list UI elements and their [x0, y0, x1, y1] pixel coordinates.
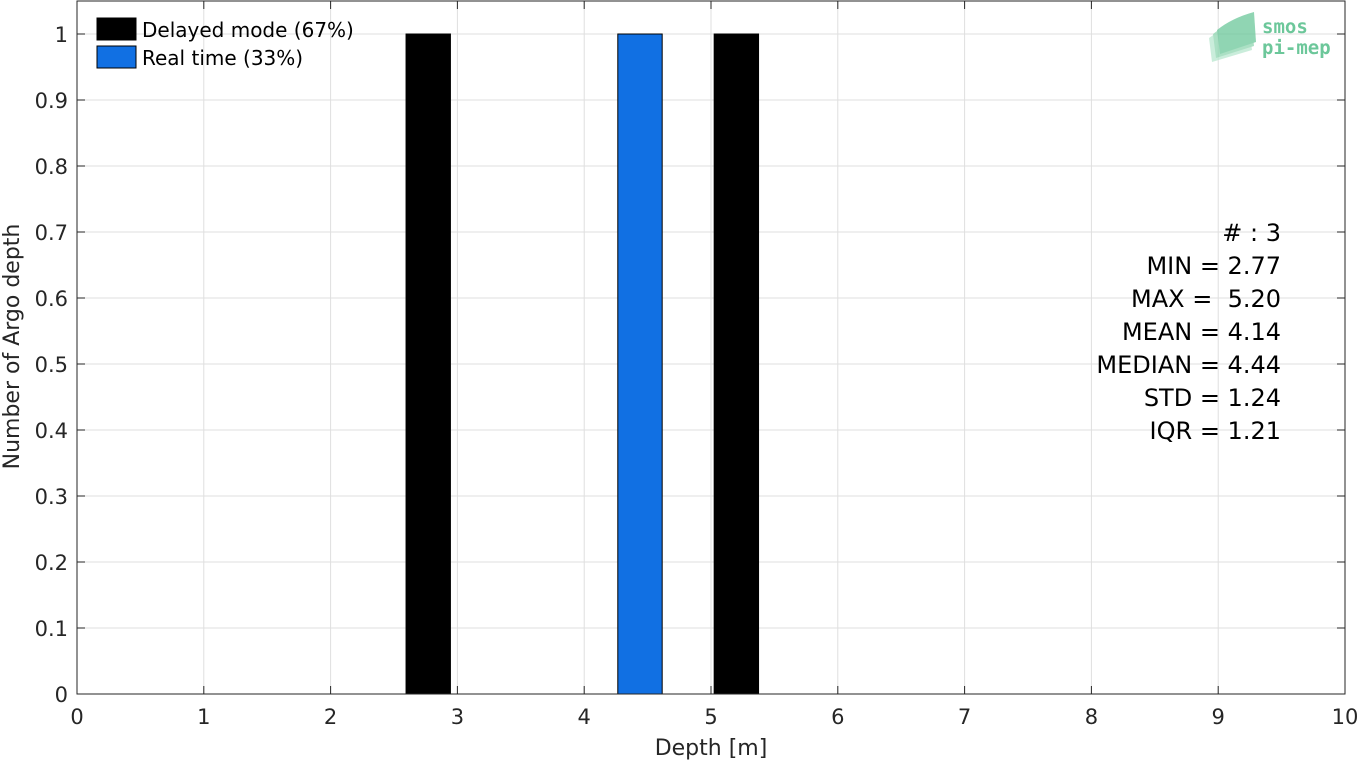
- smos-pimep-logo: smos pi-mep: [1209, 12, 1331, 62]
- x-tick-label: 5: [704, 705, 717, 729]
- x-tick-label: 3: [451, 705, 464, 729]
- y-axis-title: Number of Argo depth: [0, 224, 25, 470]
- stat-line: MEDIAN = 4.44: [1096, 351, 1281, 379]
- logo-line-1: smos: [1262, 16, 1308, 38]
- x-tick-label: 8: [1085, 705, 1098, 729]
- y-tick-label: 0.1: [35, 617, 68, 641]
- x-tick-label: 0: [70, 705, 83, 729]
- y-tick-label: 1: [55, 23, 68, 47]
- y-tick-label: 0.3: [35, 485, 68, 509]
- statistics-annotation: # : 3 MIN = 2.77 MAX = 5.20 MEAN = 4.14 MEDI…: [1096, 219, 1281, 445]
- logo-mark-icon: [1209, 12, 1256, 62]
- y-tick-label: 0: [55, 683, 68, 707]
- legend-swatch: [96, 17, 137, 41]
- legend-swatch: [96, 45, 137, 69]
- x-axis-title: Depth [m]: [655, 736, 768, 761]
- bar-delayed-mode: [405, 33, 451, 695]
- x-tick-label: 9: [1212, 705, 1225, 729]
- stat-line: MAX = 5.20: [1131, 285, 1281, 313]
- y-tick-label: 0.2: [35, 551, 68, 575]
- stat-line: STD = 1.24: [1144, 384, 1281, 412]
- stat-line: MIN = 2.77: [1146, 252, 1281, 280]
- x-tick-label: 7: [958, 705, 971, 729]
- y-tick-label: 0.4: [35, 419, 68, 443]
- x-tick-label: 6: [831, 705, 844, 729]
- stat-line: # : 3: [1222, 219, 1281, 247]
- y-tick-labels: 0 0.1 0.2 0.3 0.4 0.5 0.6 0.7 0.8 0.9 1: [35, 23, 68, 707]
- x-tick-label: 1: [197, 705, 210, 729]
- y-tick-label: 0.5: [35, 353, 68, 377]
- y-tick-label: 0.8: [35, 155, 68, 179]
- x-tick-label: 10: [1332, 705, 1359, 729]
- legend-label: Real time (33%): [142, 46, 303, 70]
- axis-ticks: [76, 1, 1346, 695]
- x-tick-label: 4: [578, 705, 591, 729]
- y-tick-label: 0.9: [35, 89, 68, 113]
- bar-delayed-mode: [713, 33, 760, 695]
- x-tick-labels: 0 1 2 3 4 5 6 7 8 9 10: [70, 705, 1358, 729]
- legend-label: Delayed mode (67%): [142, 18, 354, 42]
- stat-line: MEAN = 4.14: [1122, 318, 1281, 346]
- y-tick-label: 0.7: [35, 221, 68, 245]
- bar-real-time: [617, 33, 663, 695]
- logo-line-2: pi-mep: [1262, 37, 1331, 59]
- y-tick-label: 0.6: [35, 287, 68, 311]
- x-tick-label: 2: [324, 705, 337, 729]
- stat-line: IQR = 1.21: [1150, 417, 1281, 445]
- legend: Delayed mode (67%) Real time (33%): [96, 17, 354, 70]
